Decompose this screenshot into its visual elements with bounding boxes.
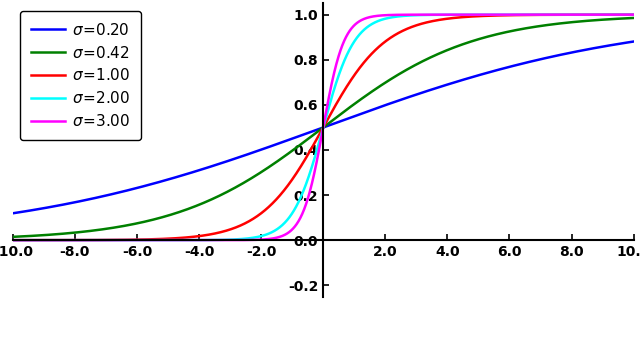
Legend: $\sigma\!=\!0.20$, $\sigma\!=\!0.42$, $\sigma\!=\!1.00$, $\sigma\!=\!2.00$, $\si: $\sigma\!=\!0.20$, $\sigma\!=\!0.42$, $\… xyxy=(20,11,141,140)
